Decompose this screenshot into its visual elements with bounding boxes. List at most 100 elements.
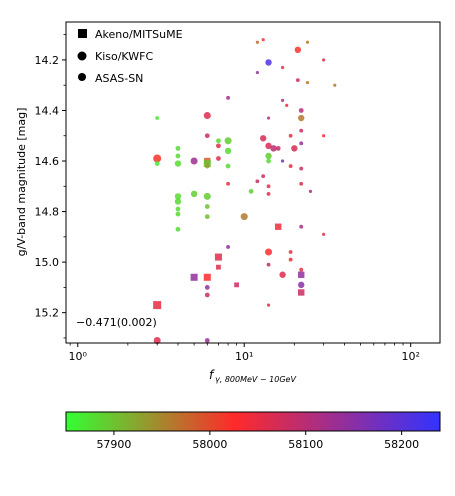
data-point-78: [299, 181, 304, 186]
y-tick-label-2: 14.6: [35, 155, 60, 168]
data-point-27: [204, 338, 210, 343]
colorbar-tick-label-0: 57900: [96, 438, 131, 451]
data-point-square-81: [298, 271, 305, 278]
data-point-88: [322, 134, 326, 138]
data-point-52: [266, 158, 271, 164]
data-point-69: [288, 133, 293, 138]
data-point-73: [298, 108, 304, 113]
data-point-square-24: [203, 273, 211, 281]
data-point-9: [174, 198, 182, 205]
data-point-58: [270, 145, 277, 152]
x-axis-label-main: f: [209, 368, 215, 382]
data-point-square-83: [298, 289, 305, 296]
data-point-13: [190, 157, 198, 165]
legend-marker-asassn: [78, 73, 86, 81]
data-point-54: [266, 191, 271, 196]
data-point-square-15: [190, 273, 198, 281]
data-point-28: [216, 138, 221, 144]
data-point-84: [305, 81, 310, 85]
data-point-square-3: [153, 301, 162, 310]
data-point-71: [294, 46, 302, 54]
data-point-72: [295, 78, 300, 83]
data-point-85: [305, 40, 310, 44]
legend-marker-akeno: [78, 29, 87, 38]
data-point-51: [265, 152, 272, 160]
data-point-53: [266, 184, 271, 189]
data-point-79: [299, 224, 304, 229]
y-tick-label-4: 15.0: [35, 256, 60, 269]
data-point-63: [279, 271, 286, 278]
data-point-6: [175, 153, 181, 159]
data-point-86: [308, 189, 313, 193]
y-tick-label-0: 14.2: [35, 54, 60, 67]
y-tick-label-5: 15.2: [35, 307, 60, 320]
x-axis-label: f γ, 800MeV − 10GeV: [209, 368, 296, 384]
data-point-4: [153, 336, 161, 344]
data-point-68: [288, 257, 293, 262]
data-point-square-39: [234, 282, 240, 288]
y-axis-label: g/V-band magnitude [mag]: [15, 108, 28, 257]
y-tick-label-1: 14.4: [35, 104, 60, 117]
data-point-square-32: [216, 264, 221, 270]
data-point-82: [298, 281, 305, 289]
data-point-37: [226, 181, 231, 186]
data-point-34: [224, 137, 232, 145]
data-point-41: [248, 188, 254, 194]
legend-label-akeno: Akeno/MITSuME: [95, 28, 183, 41]
data-point-50: [265, 142, 272, 150]
legend-label-kiso: Kiso/KWFC: [95, 50, 153, 63]
data-point-89: [322, 232, 326, 236]
data-point-40: [240, 213, 248, 221]
data-point-square-31: [214, 253, 222, 261]
data-point-29: [216, 143, 221, 149]
y-tick-label-3: 14.8: [35, 206, 60, 219]
data-point-12: [175, 226, 181, 232]
data-point-61: [280, 65, 285, 70]
data-point-45: [261, 38, 265, 42]
data-point-59: [275, 145, 281, 151]
data-point-square-60: [274, 223, 282, 230]
legend-marker-kiso: [77, 51, 87, 61]
data-point-43: [255, 70, 259, 75]
data-point-65: [285, 103, 289, 108]
data-point-35: [224, 147, 232, 155]
data-point-44: [255, 179, 260, 184]
x-axis-label-sub: γ, 800MeV − 10GeV: [215, 375, 296, 384]
x-tick-label-2: 10²: [401, 350, 419, 363]
data-points: [153, 38, 337, 344]
data-point-56: [266, 262, 271, 267]
data-point-23: [204, 214, 210, 220]
data-point-75: [299, 128, 304, 133]
colorbar-tick-label-3: 58200: [384, 438, 419, 451]
data-point-55: [265, 248, 273, 256]
data-point-0: [155, 116, 160, 120]
slope-annotation: −0.471(0.002): [76, 316, 157, 329]
data-point-16: [203, 111, 211, 120]
legend: Akeno/MITSuME Kiso/KWFC ASAS-SN: [77, 28, 183, 85]
data-point-49: [266, 116, 271, 120]
data-point-80: [299, 267, 304, 272]
data-point-21: [203, 192, 211, 200]
data-point-33: [226, 95, 231, 100]
x-tick-label-1: 10¹: [235, 350, 253, 363]
plot-frame: [65, 21, 441, 344]
data-point-30: [216, 156, 221, 161]
data-point-74: [298, 114, 305, 122]
colorbar-ticks: 57900 58000 58100 58200: [96, 431, 419, 451]
colorbar-tick-label-1: 58000: [192, 438, 227, 451]
data-point-38: [226, 245, 231, 249]
data-point-8: [174, 193, 182, 200]
y-axis-ticks: 14.2 14.4 14.6 14.8 15.0 15.2: [35, 34, 66, 339]
data-point-5: [175, 145, 181, 151]
data-point-76: [299, 141, 304, 146]
data-point-90: [333, 83, 337, 87]
data-point-48: [265, 59, 272, 66]
data-point-20: [204, 163, 210, 169]
data-point-14: [190, 190, 198, 198]
data-point-2: [154, 161, 160, 166]
data-point-67: [288, 250, 293, 254]
data-point-1: [153, 154, 162, 163]
x-tick-label-0: 10⁰: [69, 350, 88, 363]
colorbar: [65, 411, 441, 432]
x-axis-ticks: 10⁰ 10¹ 10²: [69, 343, 420, 363]
